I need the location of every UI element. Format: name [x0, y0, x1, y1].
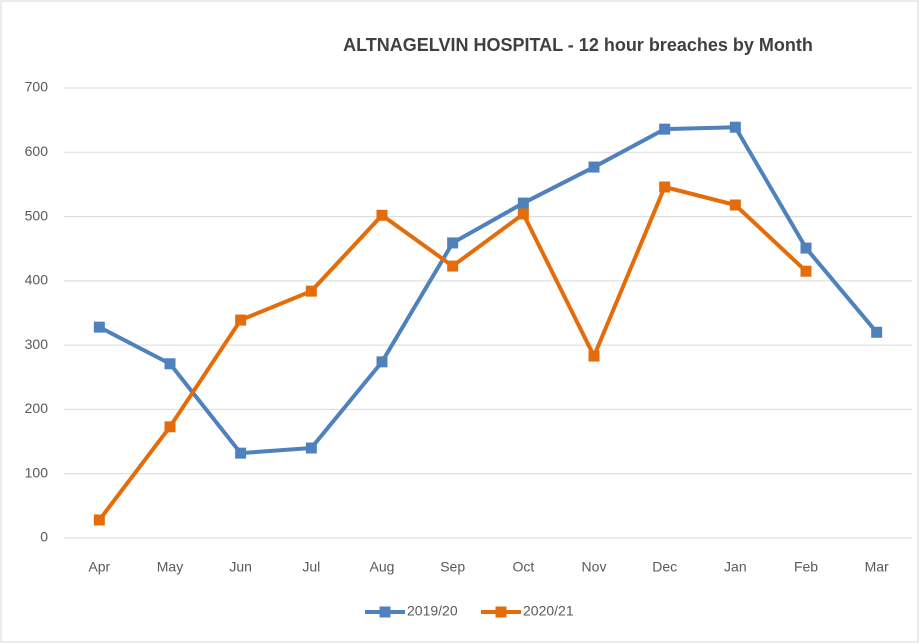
- point-marker: [800, 265, 812, 277]
- point-marker: [659, 123, 671, 135]
- point-marker: [659, 181, 671, 193]
- point-marker: [93, 321, 105, 333]
- point-marker: [164, 421, 176, 433]
- point-marker: [305, 285, 317, 297]
- chart-title: ALTNAGELVIN HOSPITAL - 12 hour breaches …: [343, 35, 813, 55]
- y-tick-label: 400: [25, 272, 49, 288]
- point-marker: [588, 350, 600, 362]
- point-marker: [447, 260, 459, 272]
- y-tick-label: 500: [25, 207, 49, 223]
- x-tick-label: Jun: [229, 559, 252, 575]
- x-tick-label: May: [157, 559, 183, 575]
- x-tick-label: Jan: [724, 559, 747, 575]
- point-marker: [517, 197, 529, 209]
- point-marker: [517, 208, 529, 220]
- point-marker: [376, 209, 388, 221]
- x-tick-label: Dec: [652, 559, 677, 575]
- x-tick-label: Jul: [302, 559, 320, 575]
- point-marker: [164, 358, 176, 370]
- point-marker: [235, 314, 247, 326]
- x-tick-label: Aug: [370, 559, 395, 575]
- x-tick-label: Oct: [512, 559, 534, 575]
- point-marker: [235, 447, 247, 459]
- point-marker: [376, 356, 388, 368]
- legend-marker: [379, 606, 391, 618]
- point-marker: [447, 237, 459, 249]
- point-marker: [871, 326, 883, 338]
- y-tick-label: 300: [25, 336, 49, 352]
- point-marker: [729, 199, 741, 211]
- point-marker: [93, 514, 105, 526]
- point-marker: [800, 242, 812, 254]
- legend-label: 2019/20: [407, 603, 458, 619]
- series-line: [98, 125, 879, 456]
- y-tick-label: 600: [25, 143, 49, 159]
- y-tick-label: 700: [25, 79, 49, 95]
- legend-marker: [495, 606, 507, 618]
- x-tick-label: Apr: [88, 559, 110, 575]
- x-tick-label: Nov: [582, 559, 607, 575]
- y-tick-label: 0: [40, 529, 48, 545]
- y-tick-label: 200: [25, 400, 49, 416]
- point-marker: [305, 442, 317, 454]
- x-tick-label: Mar: [865, 559, 889, 575]
- legend-label: 2020/21: [523, 603, 574, 619]
- x-tick-label: Sep: [440, 559, 465, 575]
- y-tick-label: 100: [25, 464, 49, 480]
- point-marker: [588, 161, 600, 173]
- x-tick-label: Feb: [794, 559, 818, 575]
- point-marker: [729, 121, 741, 133]
